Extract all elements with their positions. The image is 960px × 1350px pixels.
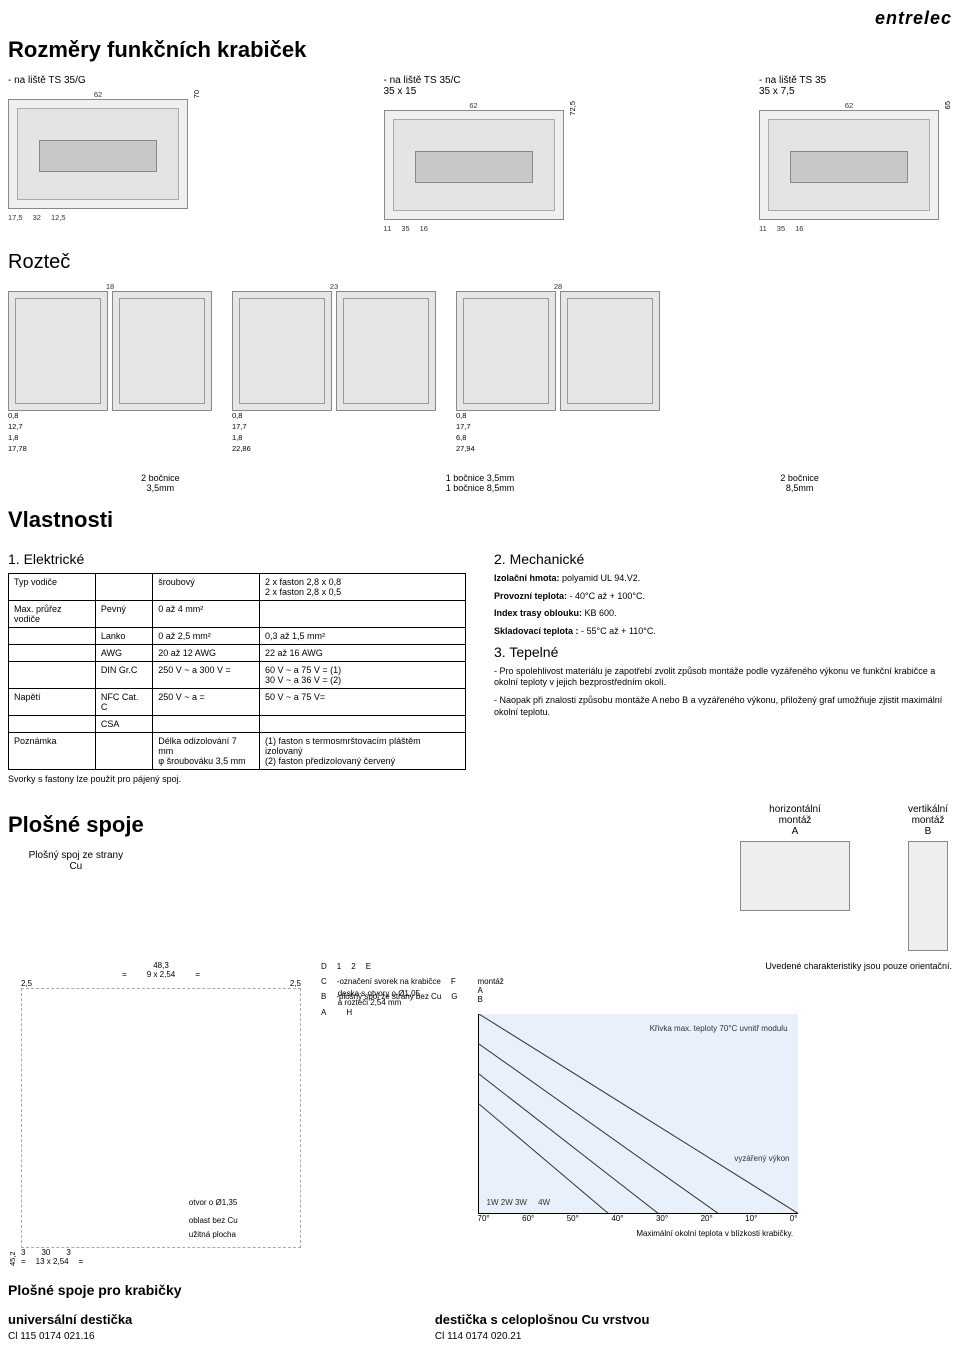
table-cell: Napětí bbox=[9, 689, 96, 716]
table-cell: 2 x faston 2,8 x 0,8 2 x faston 2,8 x 0,… bbox=[260, 574, 466, 601]
module-drawing bbox=[759, 110, 939, 220]
plosne-sub: Plošný spoj ze strany Cu bbox=[8, 850, 144, 872]
mech-line: Provozní teplota: - 40°C až + 100°C. bbox=[494, 591, 952, 603]
table-cell bbox=[9, 645, 96, 662]
table-cell bbox=[260, 716, 466, 733]
table-cell bbox=[95, 574, 152, 601]
universal-board: universální destička Cl 115 0174 021.16 bbox=[8, 1312, 132, 1342]
dim-h: 72,5 bbox=[568, 101, 577, 116]
vlast-title: Vlastnosti bbox=[8, 507, 952, 533]
brand-logo: entrelec bbox=[8, 8, 952, 29]
pitch-drawing bbox=[232, 291, 332, 411]
chart-xlabel: Maximální okolní teplota v blízkosti kra… bbox=[478, 1229, 952, 1238]
table-cell: 250 V ~ a = bbox=[153, 689, 260, 716]
roztec-title: Rozteč bbox=[8, 251, 952, 274]
table-cell: 250 V ~ a 300 V = bbox=[153, 662, 260, 689]
pcb-h: 45,2 bbox=[8, 961, 17, 1266]
tep-title: 3. Tepelné bbox=[494, 644, 952, 660]
pcb-w: 48,3 bbox=[21, 961, 301, 970]
table-cell: Typ vodiče bbox=[9, 574, 96, 601]
mech-line: Index trasy oblouku: KB 600. bbox=[494, 608, 952, 620]
table-cell: 22 až 16 AWG bbox=[260, 645, 466, 662]
table-cell bbox=[153, 716, 260, 733]
bocnice-labels: 2 bočnice 3,5mm 1 bočnice 3,5mm 1 bočnic… bbox=[8, 473, 952, 493]
table-cell bbox=[9, 662, 96, 689]
dim-w: 62 bbox=[8, 90, 188, 99]
table-cell bbox=[9, 716, 96, 733]
table-cell: šroubový bbox=[153, 574, 260, 601]
table-cell: Pevný bbox=[95, 601, 152, 628]
electrical-table: Typ vodiče šroubový2 x faston 2,8 x 0,8 2… bbox=[8, 573, 466, 770]
montaz-labels: horizontální montáž A vertikální montáž … bbox=[736, 804, 952, 955]
mech-line: Izolační hmota: polyamid UL 94.V2. bbox=[494, 573, 952, 585]
pitch-drawing bbox=[560, 291, 660, 411]
table-note: Svorky s fastony lze použít pro pájený s… bbox=[8, 774, 466, 784]
elek-title: 1. Elektrické bbox=[8, 551, 466, 567]
table-cell: DIN Gr.C bbox=[95, 662, 152, 689]
table-cell: AWG bbox=[95, 645, 152, 662]
table-cell: 0 až 4 mm² bbox=[153, 601, 260, 628]
tep-para: - Pro spolehlivost materiálu je zapotřeb… bbox=[494, 666, 952, 689]
table-cell: Poznámka bbox=[9, 733, 96, 770]
table-cell bbox=[9, 628, 96, 645]
horiz-photo bbox=[740, 841, 850, 911]
pitch-drawing bbox=[336, 291, 436, 411]
module-drawing bbox=[8, 99, 188, 209]
table-cell: NFC Cat. C bbox=[95, 689, 152, 716]
table-cell: (1) faston s termosmrštovacím pláštěm iz… bbox=[260, 733, 466, 770]
tep-para: - Naopak při znalosti způsobu montáže A … bbox=[494, 695, 952, 718]
dim-h: 70 bbox=[192, 90, 201, 98]
table-cell: Délka odizolování 7 mm φ šroubováku 3,5 … bbox=[153, 733, 260, 770]
orientation-note: Uvedené charakteristiky jsou pouze orien… bbox=[478, 961, 952, 971]
vert-photo bbox=[908, 841, 948, 951]
mod-label: - na liště TS 35/C35 x 15 bbox=[384, 75, 461, 97]
table-cell: 0,3 až 1,5 mm² bbox=[260, 628, 466, 645]
page-title: Rozměry funkčních krabiček bbox=[8, 37, 952, 63]
table-cell bbox=[260, 601, 466, 628]
pitch-drawing bbox=[8, 291, 108, 411]
table-cell: CSA bbox=[95, 716, 152, 733]
mod-label: - na liště TS 35/G bbox=[8, 75, 86, 86]
pcb-drawing: deska s otvory o Ø1,05 a rozteči 2,54 mm… bbox=[21, 988, 301, 1248]
module-dimensions-row: - na liště TS 35/G 62 17,53212,5 70 - na… bbox=[8, 75, 952, 233]
chart-xticks: 70°60°50°40°30°20°10°0° bbox=[478, 1214, 798, 1223]
table-cell: 50 V ~ a 75 V= bbox=[260, 689, 466, 716]
mech-title: 2. Mechanické bbox=[494, 551, 952, 567]
roztec-row: 18 0,812,71,817,78 23 0,817,71,822,86 28… bbox=[8, 282, 952, 453]
plosne-title: Plošné spoje bbox=[8, 812, 144, 838]
temp-chart: Křivka max. teploty 70°C uvnitř modulu v… bbox=[478, 1014, 798, 1214]
table-cell bbox=[95, 733, 152, 770]
pitch-drawing bbox=[112, 291, 212, 411]
pitch-drawing bbox=[456, 291, 556, 411]
module-drawing bbox=[384, 110, 564, 220]
mod-label: - na liště TS 3535 x 7,5 bbox=[759, 75, 826, 97]
dim-h: 65 bbox=[943, 101, 952, 109]
table-cell: 0 až 2,5 mm² bbox=[153, 628, 260, 645]
table-cell: Lanko bbox=[95, 628, 152, 645]
table-cell: 60 V ~ a 75 V = (1) 30 V ~ a 36 V = (2) bbox=[260, 662, 466, 689]
mech-line: Skladovací teplota : - 55°C až + 110°C. bbox=[494, 626, 952, 638]
cu-board: destička s celoplošnou Cu vrstvou Cl 114… bbox=[435, 1312, 650, 1342]
bottom-title: Plošné spoje pro krabičky bbox=[8, 1282, 952, 1298]
table-cell: 20 až 12 AWG bbox=[153, 645, 260, 662]
table-cell: Max. průřez vodiče bbox=[9, 601, 96, 628]
